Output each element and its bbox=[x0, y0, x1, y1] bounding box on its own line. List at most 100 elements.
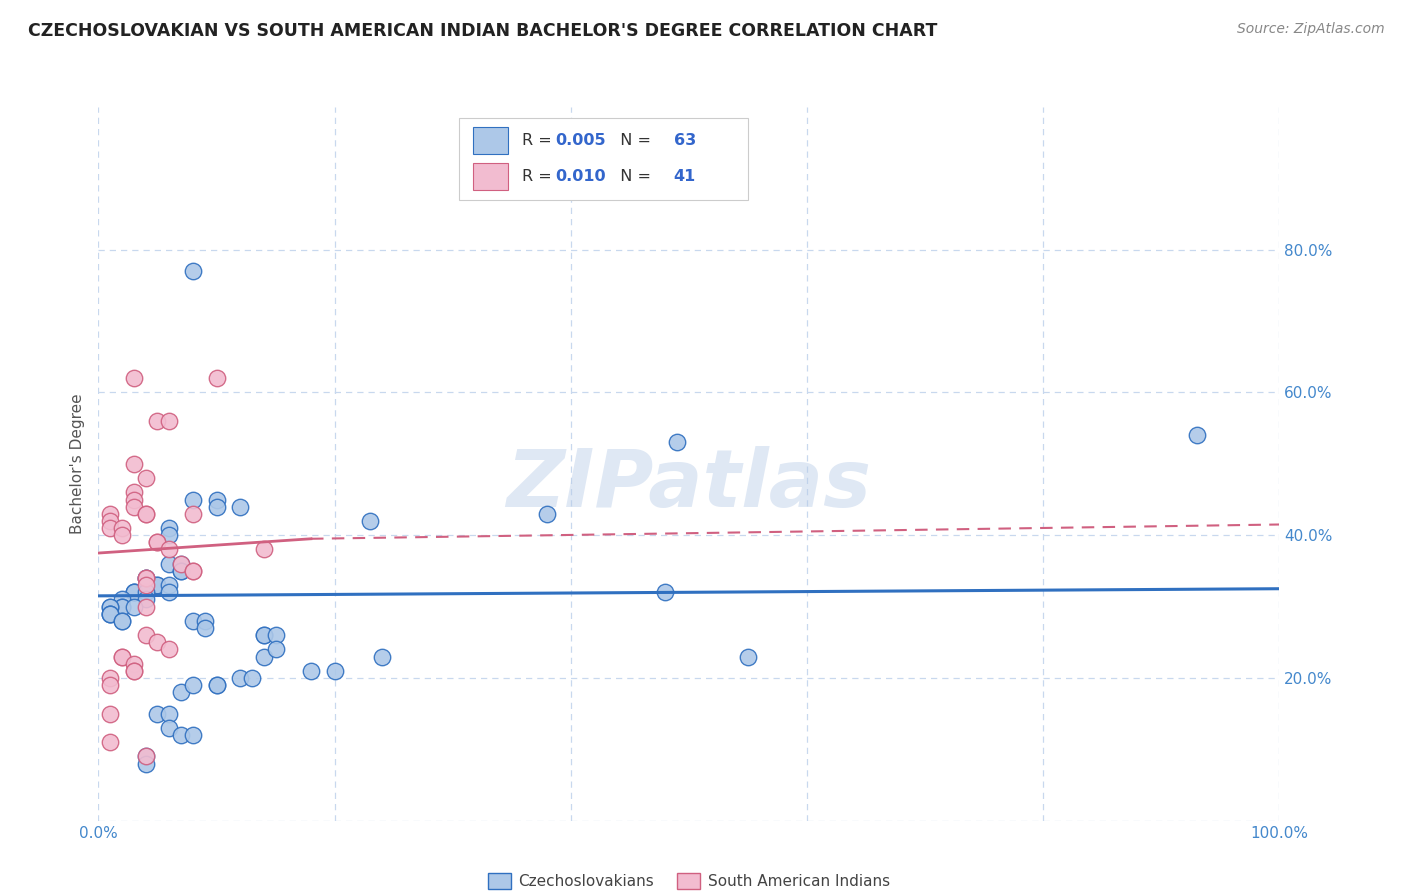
Point bbox=[122, 492, 145, 507]
Point bbox=[135, 628, 157, 642]
Point bbox=[146, 535, 169, 549]
Point bbox=[157, 721, 180, 735]
Point bbox=[111, 521, 134, 535]
Point bbox=[299, 664, 322, 678]
Text: N =: N = bbox=[610, 169, 657, 184]
Point bbox=[253, 628, 276, 642]
Point bbox=[111, 649, 134, 664]
Point bbox=[135, 571, 157, 585]
Point bbox=[111, 592, 134, 607]
Text: CZECHOSLOVAKIAN VS SOUTH AMERICAN INDIAN BACHELOR'S DEGREE CORRELATION CHART: CZECHOSLOVAKIAN VS SOUTH AMERICAN INDIAN… bbox=[28, 22, 938, 40]
Point bbox=[229, 500, 252, 514]
Point bbox=[111, 599, 134, 614]
Point bbox=[98, 735, 121, 749]
Point bbox=[135, 571, 157, 585]
Point bbox=[253, 628, 276, 642]
Point bbox=[135, 578, 157, 592]
Point bbox=[98, 671, 121, 685]
Point bbox=[111, 528, 134, 542]
Point bbox=[122, 657, 145, 671]
Point bbox=[146, 635, 169, 649]
Point bbox=[181, 264, 204, 278]
Point bbox=[157, 414, 180, 428]
Text: N =: N = bbox=[610, 133, 657, 148]
Text: R =: R = bbox=[523, 133, 557, 148]
Point bbox=[146, 578, 169, 592]
Text: 41: 41 bbox=[673, 169, 696, 184]
Text: 63: 63 bbox=[673, 133, 696, 148]
Point bbox=[111, 614, 134, 628]
FancyBboxPatch shape bbox=[472, 127, 508, 154]
Point bbox=[146, 706, 169, 721]
Point bbox=[181, 507, 204, 521]
Point bbox=[146, 535, 169, 549]
Point bbox=[122, 371, 145, 385]
Text: R =: R = bbox=[523, 169, 557, 184]
Point bbox=[737, 649, 759, 664]
Point bbox=[135, 507, 157, 521]
Point bbox=[194, 614, 217, 628]
FancyBboxPatch shape bbox=[458, 118, 748, 200]
Point bbox=[122, 457, 145, 471]
Point bbox=[122, 664, 145, 678]
Point bbox=[135, 756, 157, 771]
Point bbox=[135, 749, 157, 764]
Point bbox=[98, 678, 121, 692]
Point bbox=[205, 371, 228, 385]
Point bbox=[122, 585, 145, 599]
Point bbox=[98, 507, 121, 521]
Text: 0.010: 0.010 bbox=[555, 169, 606, 184]
Point bbox=[146, 414, 169, 428]
Point bbox=[98, 706, 121, 721]
Point bbox=[135, 507, 157, 521]
Point bbox=[264, 642, 287, 657]
Point bbox=[98, 607, 121, 621]
Point bbox=[135, 749, 157, 764]
Point bbox=[536, 507, 558, 521]
Point bbox=[122, 664, 145, 678]
Point bbox=[157, 528, 180, 542]
Point bbox=[170, 685, 193, 699]
Point bbox=[135, 471, 157, 485]
Point bbox=[122, 585, 145, 599]
Point bbox=[205, 492, 228, 507]
Point bbox=[181, 728, 204, 742]
Point bbox=[111, 599, 134, 614]
Point bbox=[135, 571, 157, 585]
Point bbox=[205, 500, 228, 514]
Point bbox=[359, 514, 381, 528]
Point bbox=[157, 521, 180, 535]
Point bbox=[98, 599, 121, 614]
Point bbox=[253, 649, 276, 664]
Point bbox=[170, 564, 193, 578]
Point bbox=[157, 542, 180, 557]
Point bbox=[205, 678, 228, 692]
Point bbox=[157, 578, 180, 592]
Point bbox=[111, 649, 134, 664]
Point bbox=[181, 564, 204, 578]
Point bbox=[194, 621, 217, 635]
Point bbox=[157, 642, 180, 657]
Point bbox=[170, 557, 193, 571]
Point bbox=[157, 706, 180, 721]
Point bbox=[170, 557, 193, 571]
Point bbox=[666, 435, 689, 450]
Point bbox=[98, 514, 121, 528]
Point bbox=[1185, 428, 1208, 442]
Point bbox=[371, 649, 394, 664]
Point bbox=[122, 599, 145, 614]
Point bbox=[181, 678, 204, 692]
Point bbox=[264, 628, 287, 642]
Y-axis label: Bachelor's Degree: Bachelor's Degree bbox=[70, 393, 86, 534]
Point bbox=[181, 564, 204, 578]
Point bbox=[122, 585, 145, 599]
Point bbox=[323, 664, 346, 678]
Point bbox=[135, 571, 157, 585]
Point bbox=[111, 614, 134, 628]
Point bbox=[122, 485, 145, 500]
Point bbox=[654, 585, 676, 599]
Point bbox=[98, 607, 121, 621]
Legend: Czechoslovakians, South American Indians: Czechoslovakians, South American Indians bbox=[482, 867, 896, 892]
Point bbox=[205, 678, 228, 692]
FancyBboxPatch shape bbox=[472, 162, 508, 190]
